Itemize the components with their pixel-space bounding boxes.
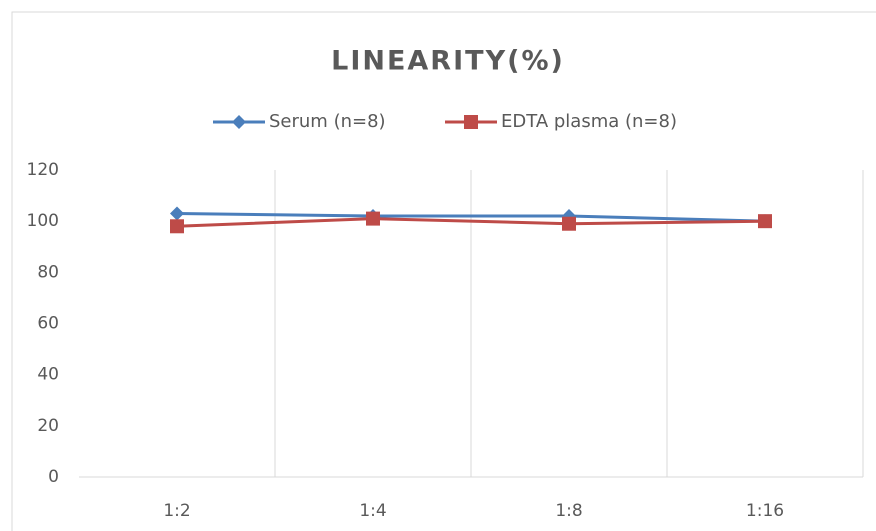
chart-title: LINEARITY(%) (331, 46, 565, 77)
series-line (176, 211, 766, 223)
x-tick-label: 1:4 (359, 501, 386, 521)
y-tick-label: 80 (37, 262, 59, 282)
x-tick-label: 1:2 (163, 501, 190, 521)
y-tick-label: 100 (27, 211, 59, 231)
y-tick-label: 40 (37, 365, 59, 385)
legend-marker (464, 115, 478, 129)
data-point (366, 211, 380, 226)
x-tick-label: 1:8 (555, 501, 582, 521)
data-point (170, 219, 184, 234)
data-point (562, 216, 576, 231)
legend-marker (232, 115, 246, 129)
y-tick-label: 20 (37, 416, 59, 436)
legend-label: EDTA plasma (n=8) (501, 111, 677, 132)
series-line (176, 217, 766, 228)
chart-border (11, 11, 876, 531)
x-tick-label: 1:16 (746, 501, 784, 521)
y-tick-label: 60 (37, 314, 59, 334)
y-tick-label: 120 (27, 160, 59, 180)
legend-label: Serum (n=8) (269, 111, 386, 132)
data-point (170, 206, 184, 221)
data-point (758, 214, 772, 229)
y-tick-label: 0 (48, 467, 59, 487)
